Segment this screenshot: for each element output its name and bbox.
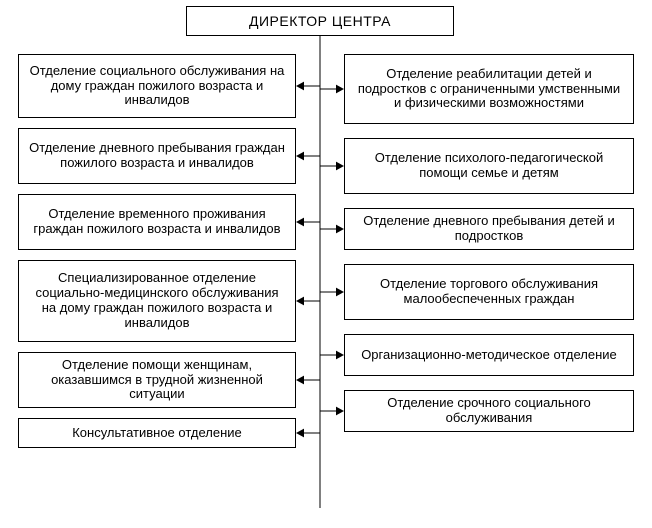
left-node-0-label: Отделение социального обслуживания на до…: [27, 64, 287, 109]
left-node-2: Отделение временного проживания граждан …: [18, 194, 296, 250]
left-node-4-label: Отделение помощи женщинам, оказавшимся в…: [27, 358, 287, 403]
right-node-2-label: Отделение дневного пребывания детей и по…: [353, 214, 625, 244]
right-node-5: Отделение срочного социального обслужива…: [344, 390, 634, 432]
right-node-3-label: Отделение торгового обслуживания малообе…: [353, 277, 625, 307]
root-box-label: ДИРЕКТОР ЦЕНТРА: [249, 13, 391, 29]
right-node-2: Отделение дневного пребывания детей и по…: [344, 208, 634, 250]
right-node-0-label: Отделение реабилитации детей и подростко…: [353, 67, 625, 112]
left-node-1-label: Отделение дневного пребывания граждан по…: [27, 141, 287, 171]
right-node-3: Отделение торгового обслуживания малообе…: [344, 264, 634, 320]
root-box: ДИРЕКТОР ЦЕНТРА: [186, 6, 454, 36]
org-chart-canvas: ДИРЕКТОР ЦЕНТРА Отделение социального обс…: [0, 0, 652, 528]
left-node-3-label: Специализированное отделение социально-м…: [27, 271, 287, 331]
right-node-1: Отделение психолого-педагогической помощ…: [344, 138, 634, 194]
right-node-4-label: Организационно-методическое отделение: [361, 348, 617, 363]
left-node-0: Отделение социального обслуживания на до…: [18, 54, 296, 118]
left-node-4: Отделение помощи женщинам, оказавшимся в…: [18, 352, 296, 408]
right-node-0: Отделение реабилитации детей и подростко…: [344, 54, 634, 124]
left-node-1: Отделение дневного пребывания граждан по…: [18, 128, 296, 184]
right-node-1-label: Отделение психолого-педагогической помощ…: [353, 151, 625, 181]
left-node-5-label: Консультативное отделение: [72, 426, 242, 441]
left-node-2-label: Отделение временного проживания граждан …: [27, 207, 287, 237]
right-node-5-label: Отделение срочного социального обслужива…: [353, 396, 625, 426]
left-node-3: Специализированное отделение социально-м…: [18, 260, 296, 342]
right-node-4: Организационно-методическое отделение: [344, 334, 634, 376]
left-node-5: Консультативное отделение: [18, 418, 296, 448]
